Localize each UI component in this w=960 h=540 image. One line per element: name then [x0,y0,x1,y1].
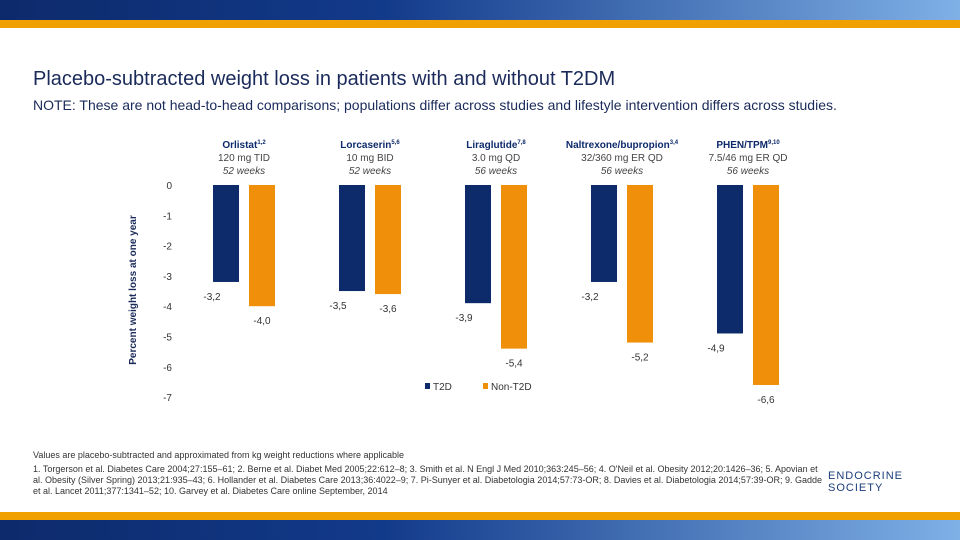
category-name: Orlistat1,2 [222,140,266,151]
bar-non-t2d [753,185,779,385]
category-superscript: 1,2 [257,140,266,146]
category-name: Liraglutide7,8 [466,140,526,151]
data-label: -3,2 [581,292,599,303]
legend-label: T2D [433,382,452,393]
category-duration: 52 weeks [349,166,391,177]
bar-chart: 0 -1 -2 -3 -4 -5 -6 -7 Percent weight loss at on… [128,140,788,406]
header-bar [0,0,960,20]
bar-t2d [717,185,743,334]
y-tick-label: 0 [166,181,172,192]
category-name: PHEN/TPM9,10 [716,140,780,151]
references: Values are placebo-subtracted and approx… [33,450,823,500]
data-label: -5,4 [505,359,523,370]
category-duration: 56 weeks [475,166,517,177]
category-superscript: 5,6 [391,140,400,146]
data-label: -3,6 [379,304,397,315]
y-tick-label: -7 [163,393,172,404]
category-superscript: 3,4 [670,140,679,146]
bar-non-t2d [501,185,527,349]
category-name: Naltrexone/bupropion3,4 [566,140,679,151]
data-label: -6,6 [757,395,775,406]
legend-swatch [483,383,488,389]
category-dose: 10 mg BID [346,153,393,164]
bar-t2d [339,185,365,292]
y-tick-label: -6 [163,363,172,374]
slide-note: NOTE: These are not head-to-head compari… [33,97,837,113]
endocrine-society-logo: ENDOCRINE SOCIETY [828,470,933,495]
y-axis-label: Percent weight loss at one year [128,215,139,365]
category-name: Lorcaserin5,6 [340,140,400,151]
footer-bar [0,520,960,540]
legend-label: Non-T2D [491,382,532,393]
category-dose: 120 mg TID [218,153,270,164]
category-duration: 52 weeks [223,166,265,177]
legend-swatch [425,383,430,389]
category-duration: 56 weeks [727,166,769,177]
y-tick-label: -4 [163,302,172,313]
bar-non-t2d [249,185,275,307]
bar-non-t2d [627,185,653,343]
bar-non-t2d [375,185,401,295]
footnote: Values are placebo-subtracted and approx… [33,450,405,460]
bar-t2d [465,185,491,304]
slide-title: Placebo-subtracted weight loss in patien… [33,68,616,90]
data-label: -4,9 [707,343,725,354]
header-stripe [0,20,960,28]
category-superscript: 9,10 [768,140,780,146]
category-dose: 32/360 mg ER QD [581,153,663,164]
category-dose: 7.5/46 mg ER QD [709,153,788,164]
reference-list: 1. Torgerson et al. Diabetes Care 2004;2… [33,464,822,496]
category-dose: 3.0 mg QD [472,153,520,164]
data-label: -3,5 [329,301,347,312]
category-duration: 56 weeks [601,166,643,177]
data-label: -3,9 [455,313,473,324]
logo-text: ENDOCRINE SOCIETY [828,470,904,494]
data-label: -5,2 [631,353,649,364]
bar-t2d [213,185,239,282]
footer-stripe [0,512,960,520]
bar-t2d [591,185,617,282]
category-superscript: 7,8 [517,140,526,146]
y-tick-label: -3 [163,272,172,283]
data-label: -4,0 [253,316,271,327]
y-tick-label: -2 [163,242,172,253]
y-tick-label: -5 [163,333,172,344]
data-label: -3,2 [203,292,221,303]
y-tick-label: -1 [163,211,172,222]
